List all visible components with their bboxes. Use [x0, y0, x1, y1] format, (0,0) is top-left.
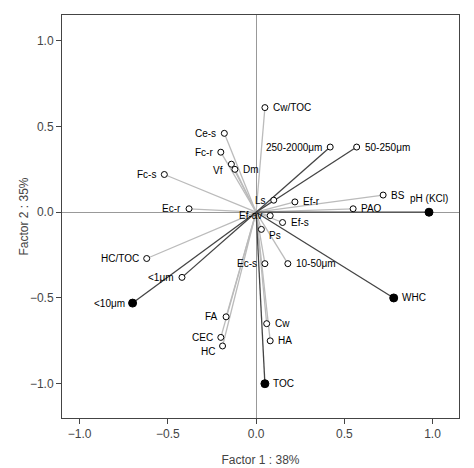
- svg-text:Ef-r: Ef-r: [303, 196, 320, 207]
- svg-text:pH (KCl): pH (KCl): [410, 193, 448, 204]
- svg-text:HC: HC: [201, 346, 215, 357]
- svg-text:250-2000μm: 250-2000μm: [266, 142, 322, 153]
- svg-text:0.5: 0.5: [336, 427, 353, 441]
- svg-text:−1.0: −1.0: [68, 427, 92, 441]
- svg-text:0.0: 0.0: [248, 427, 265, 441]
- svg-text:0.5: 0.5: [37, 120, 54, 134]
- svg-text:−0.5: −0.5: [156, 427, 180, 441]
- svg-text:Ls: Ls: [255, 195, 266, 206]
- svg-text:1.0: 1.0: [424, 427, 441, 441]
- svg-text:Vf: Vf: [213, 165, 223, 176]
- svg-text:BS: BS: [391, 190, 405, 201]
- svg-text:Cw/TOC: Cw/TOC: [273, 102, 311, 113]
- svg-text:PAO: PAO: [361, 203, 382, 214]
- svg-text:Factor 1 : 38%: Factor 1 : 38%: [221, 453, 299, 467]
- svg-text:−1.0: −1.0: [30, 377, 54, 391]
- svg-text:Fc-s: Fc-s: [137, 169, 156, 180]
- svg-text:Ce-s: Ce-s: [195, 128, 216, 139]
- svg-text:50-250μm: 50-250μm: [365, 142, 410, 153]
- svg-text:Factor 2 : 35%: Factor 2 : 35%: [17, 177, 31, 255]
- svg-text:1.0: 1.0: [37, 34, 54, 48]
- svg-text:Dm: Dm: [243, 164, 259, 175]
- svg-text:HA: HA: [278, 335, 292, 346]
- svg-text:<10μm: <10μm: [94, 298, 125, 309]
- svg-text:Ec-r: Ec-r: [162, 203, 181, 214]
- svg-text:<1μm: <1μm: [148, 272, 174, 283]
- svg-text:0.0: 0.0: [37, 205, 54, 219]
- svg-text:−0.5: −0.5: [30, 291, 54, 305]
- svg-text:Ec-s: Ec-s: [237, 258, 257, 269]
- svg-text:10-50μm: 10-50μm: [296, 258, 336, 269]
- svg-text:WHC: WHC: [402, 292, 426, 303]
- svg-text:Ef-av: Ef-av: [239, 210, 262, 221]
- svg-text:Fc-r: Fc-r: [195, 147, 213, 158]
- svg-text:FA: FA: [205, 311, 218, 322]
- svg-text:HC/TOC: HC/TOC: [101, 253, 139, 264]
- svg-text:Ef-s: Ef-s: [291, 217, 309, 228]
- svg-text:CEC: CEC: [192, 332, 213, 343]
- svg-text:Ps: Ps: [269, 230, 281, 241]
- svg-text:TOC: TOC: [273, 378, 294, 389]
- svg-text:Cw: Cw: [275, 318, 290, 329]
